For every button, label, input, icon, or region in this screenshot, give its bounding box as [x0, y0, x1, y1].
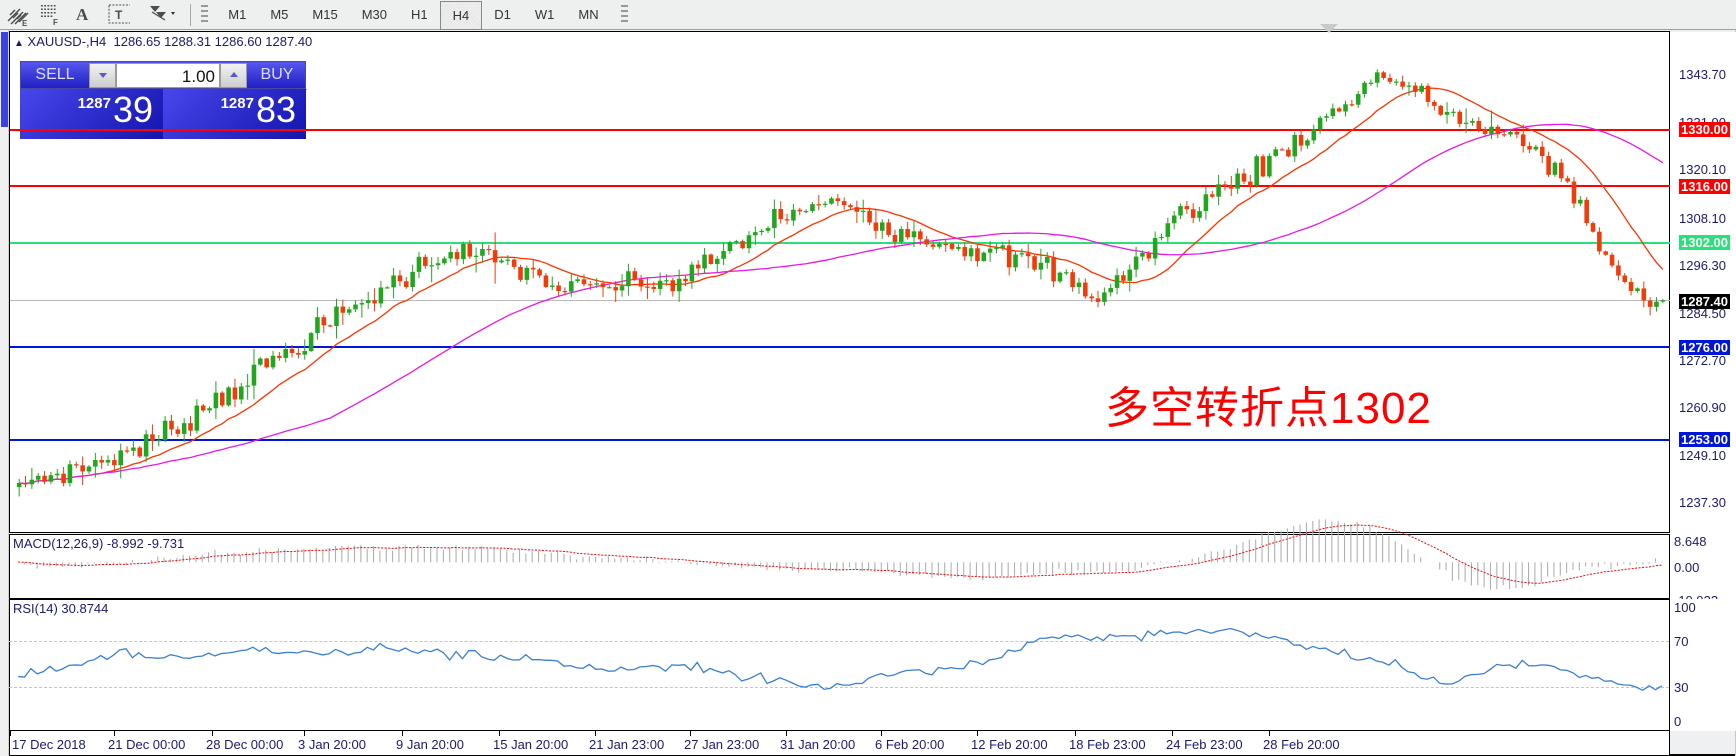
svg-text:T: T: [115, 8, 123, 22]
svg-text:E: E: [22, 19, 28, 28]
svg-text:F: F: [53, 18, 58, 27]
